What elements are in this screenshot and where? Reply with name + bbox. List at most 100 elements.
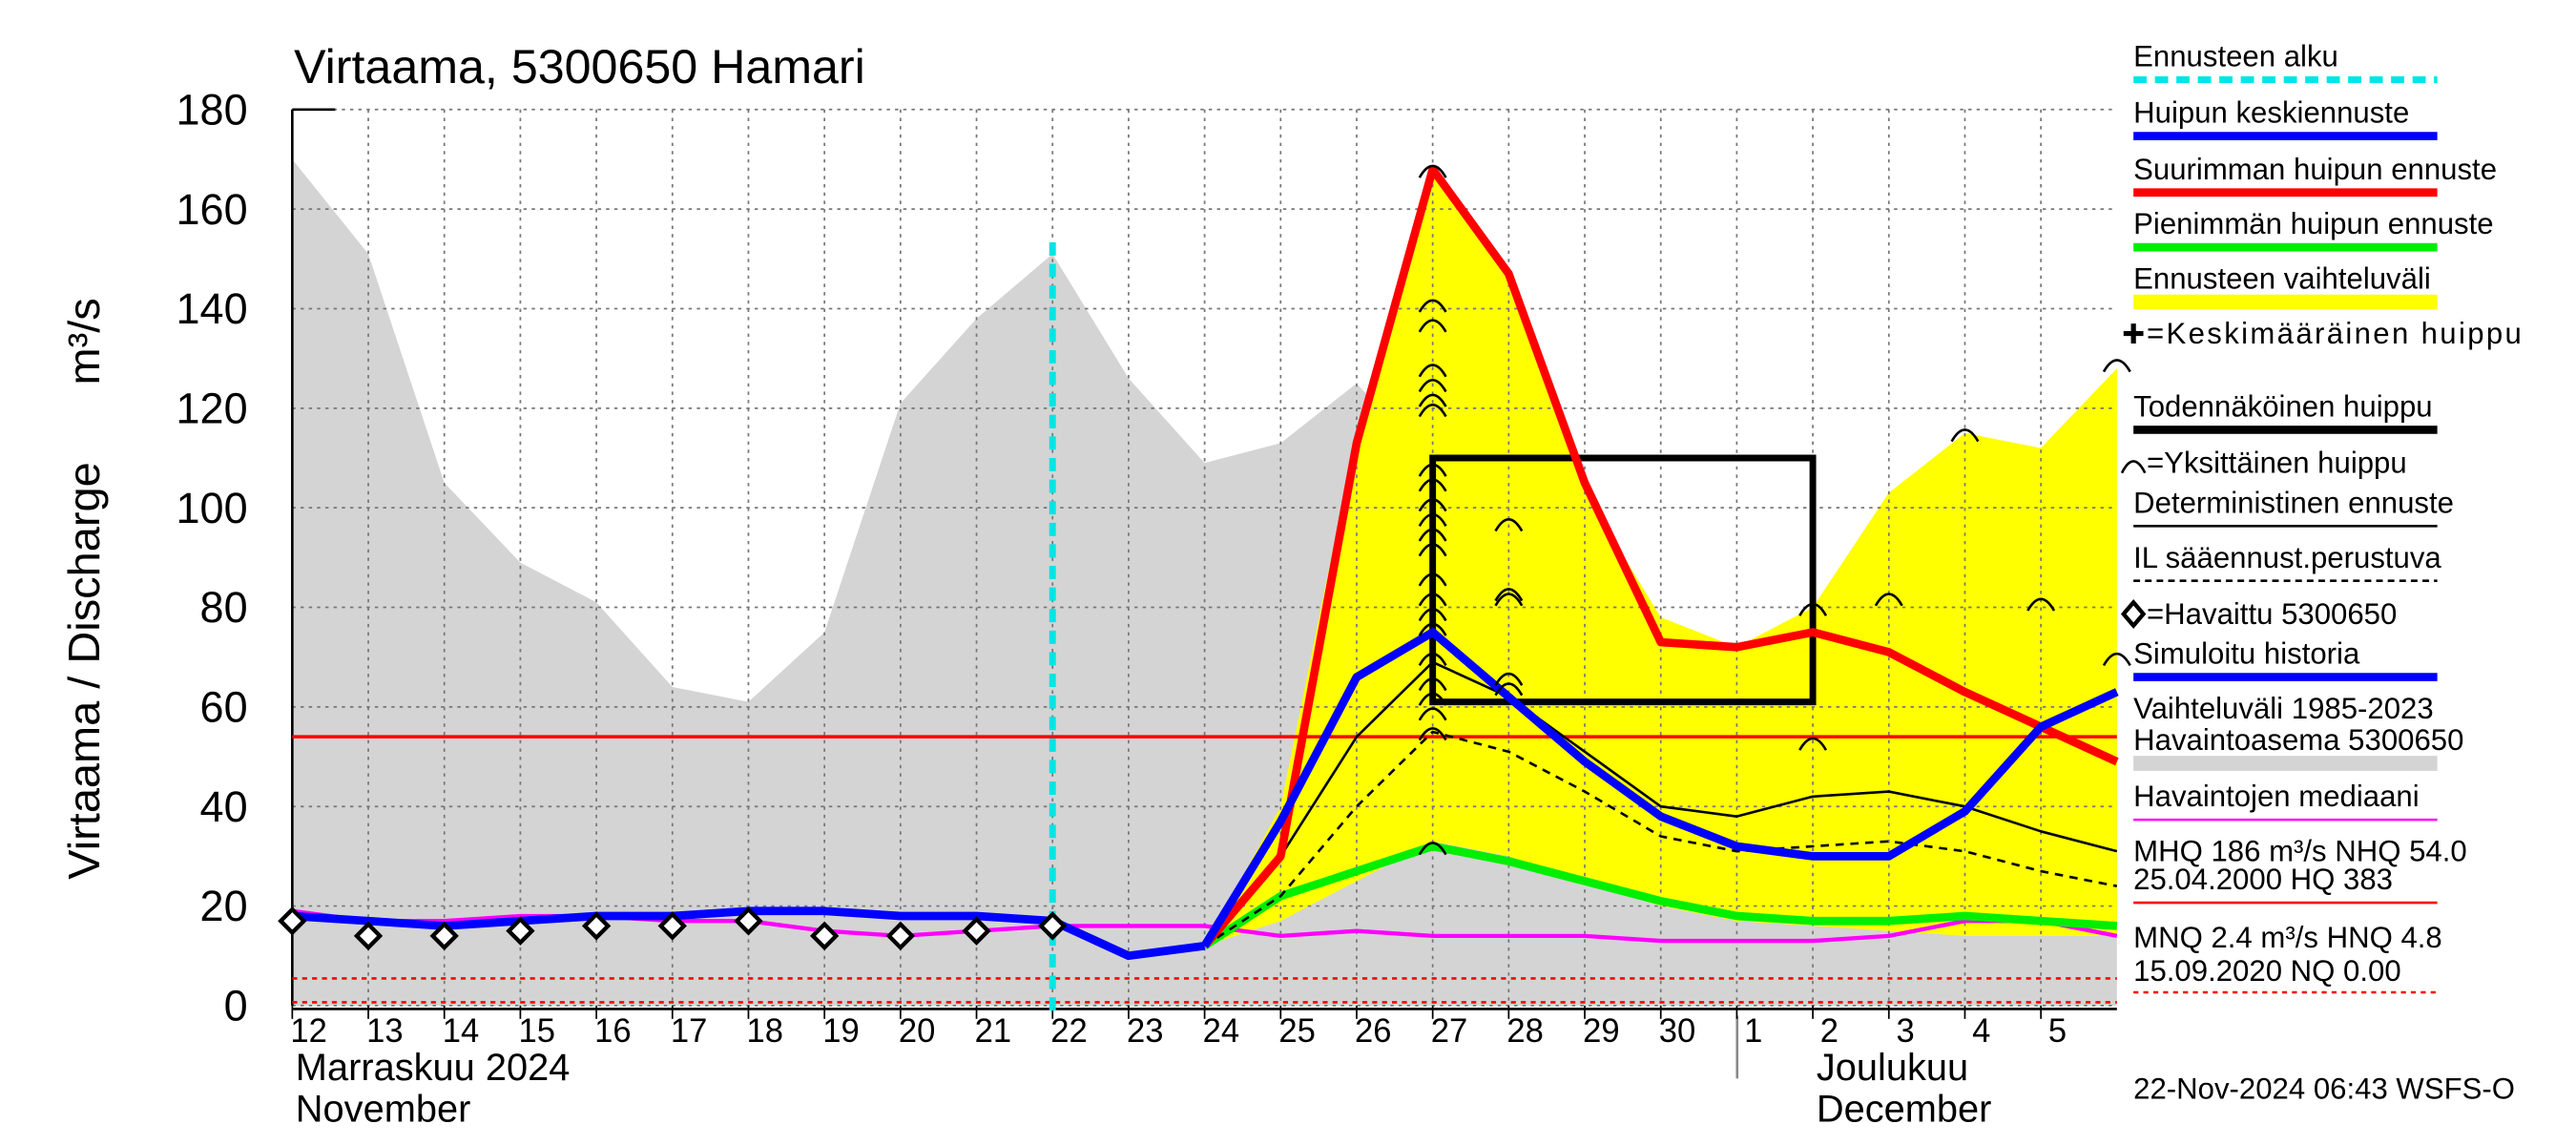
x-tick-label: 25: [1278, 1013, 1316, 1050]
x-tick-label: 12: [290, 1013, 327, 1050]
legend-swatch: [2123, 323, 2144, 344]
legend-label: Simuloitu historia: [2133, 637, 2360, 671]
x-tick-label: 21: [975, 1013, 1012, 1050]
individual-peak: [1418, 164, 1447, 178]
legend-label: Todennäköinen huippu: [2133, 389, 2432, 423]
x-tick-label: 17: [671, 1013, 708, 1050]
y-tick-label: 20: [200, 882, 248, 930]
individual-peak: [1418, 842, 1447, 856]
observation: [1038, 911, 1068, 941]
individual-peak: [1418, 512, 1447, 527]
legend-label: Havaintojen mediaani: [2133, 780, 2420, 813]
x-tick-label: 20: [899, 1013, 936, 1050]
stat-text: 25.04.2000 HQ 383: [2133, 863, 2393, 896]
y-tick-label: 0: [224, 981, 248, 1030]
individual-peak: [1418, 498, 1447, 512]
observation: [278, 906, 307, 936]
x-tick-label: 26: [1355, 1013, 1392, 1050]
observation: [809, 921, 840, 951]
x-tick-label: 28: [1506, 1013, 1544, 1050]
legend-label: =Havaittu 5300650: [2147, 597, 2397, 631]
stat-text: 15.09.2020 NQ 0.00: [2133, 954, 2401, 988]
x-tick-label: 13: [366, 1013, 404, 1050]
individual-peak: [1418, 727, 1447, 741]
individual-peak: [1494, 518, 1524, 532]
individual-peak: [1950, 428, 1980, 443]
legend-label: IL sääennust.perustuva: [2133, 541, 2441, 574]
month-label: Marraskuu 2024: [296, 1047, 571, 1089]
x-tick-label: 29: [1583, 1013, 1620, 1050]
individual-peak: [1418, 652, 1447, 667]
y-tick-label: 140: [177, 284, 248, 333]
individual-peak: [1418, 593, 1447, 607]
y-tick-label: 60: [200, 682, 248, 731]
y-tick-label: 160: [177, 185, 248, 234]
individual-peak: [1418, 607, 1447, 622]
individual-peak: [1418, 364, 1447, 378]
legend-label: Havaintoasema 5300650: [2133, 723, 2463, 757]
x-tick-label: 27: [1431, 1013, 1468, 1050]
y-tick-label: 180: [177, 85, 248, 134]
series-line: [1201, 165, 2119, 949]
individual-peak: [2102, 652, 2131, 667]
individual-peak: [1418, 622, 1447, 636]
individual-peak: [1798, 602, 1828, 616]
timestamp: 22-Nov-2024 06:43 WSFS-O: [2133, 1072, 2515, 1105]
x-tick-label: 18: [747, 1013, 784, 1050]
observation: [429, 921, 459, 951]
x-tick-label: 3: [1896, 1013, 1914, 1050]
y-axis-label: Virtaama / Discharge: [59, 462, 109, 879]
legend-label: Vaihteluväli 1985-2023: [2133, 692, 2434, 725]
series-line: [1202, 842, 2118, 949]
individual-peak: [1418, 463, 1447, 477]
stat-text: MHQ 186 m³/s NHQ 54.0: [2133, 835, 2467, 868]
individual-peak: [1418, 478, 1447, 492]
x-tick-label: 4: [1972, 1013, 1990, 1050]
observation: [734, 906, 763, 936]
probable-peak-box: [1429, 454, 1817, 706]
individual-peak: [2102, 359, 2131, 373]
individual-peak: [1798, 737, 1828, 751]
legend-label: Ennusteen alku: [2133, 39, 2338, 73]
individual-peak: [1418, 528, 1447, 542]
x-tick-label: 22: [1050, 1013, 1088, 1050]
individual-peak: [1494, 593, 1524, 607]
y-tick-label: 100: [177, 484, 248, 532]
individual-peak: [1418, 543, 1447, 557]
legend-label: =Keskimääräinen huippu: [2147, 317, 2522, 350]
chart-title: Virtaama, 5300650 Hamari: [294, 39, 865, 94]
observation: [506, 916, 535, 946]
x-tick-label: 19: [822, 1013, 860, 1050]
x-tick-label: 23: [1127, 1013, 1164, 1050]
month-label: December: [1817, 1089, 1992, 1131]
individual-peak: [1418, 692, 1447, 706]
observation: [962, 916, 991, 946]
observation: [581, 911, 612, 941]
legend-label: Suurimman huipun ennuste: [2133, 153, 2497, 186]
observation: [657, 911, 687, 941]
legend-label: Deterministinen ennuste: [2133, 486, 2454, 519]
y-tick-label: 40: [200, 782, 248, 831]
legend-label: =Yksittäinen huippu: [2147, 447, 2407, 480]
individual-peak: [1418, 572, 1447, 587]
x-tick-label: 1: [1744, 1013, 1762, 1050]
x-tick-label: 16: [594, 1013, 632, 1050]
x-tick-label: 30: [1659, 1013, 1696, 1050]
month-label: November: [296, 1089, 471, 1131]
individual-peak: [1418, 707, 1447, 721]
x-tick-label: 15: [518, 1013, 555, 1050]
observation: [353, 921, 384, 951]
series-line: [1200, 628, 2119, 948]
individual-peak: [1418, 299, 1447, 313]
y-tick-label: 120: [177, 384, 248, 432]
x-tick-label: 14: [443, 1013, 480, 1050]
y-tick-label: 80: [200, 583, 248, 632]
individual-peak: [1418, 378, 1447, 393]
legend-label: Huipun keskiennuste: [2133, 96, 2409, 130]
individual-peak: [1418, 404, 1447, 418]
legend-swatch: [2120, 598, 2147, 629]
legend-label: Pienimmän huipun ennuste: [2133, 207, 2493, 240]
individual-peak: [1494, 682, 1524, 697]
